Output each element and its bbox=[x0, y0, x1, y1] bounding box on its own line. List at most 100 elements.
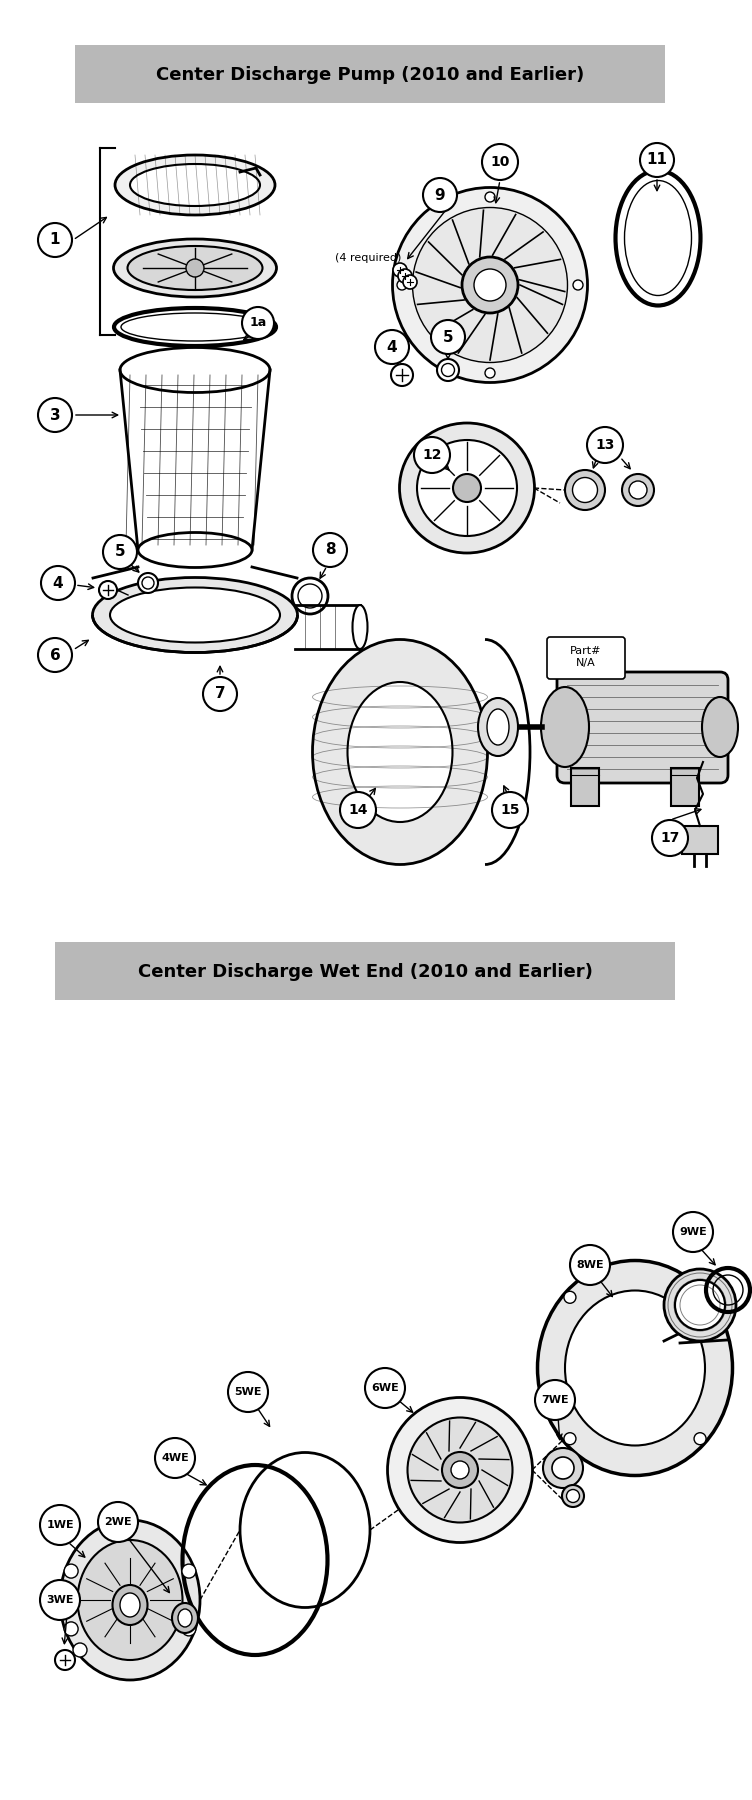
Circle shape bbox=[403, 275, 417, 290]
Circle shape bbox=[474, 268, 506, 301]
Circle shape bbox=[485, 367, 495, 378]
Circle shape bbox=[694, 1291, 706, 1303]
Circle shape bbox=[365, 1368, 405, 1408]
Circle shape bbox=[462, 257, 518, 313]
Ellipse shape bbox=[566, 1490, 580, 1503]
Text: 4: 4 bbox=[387, 340, 397, 355]
Ellipse shape bbox=[487, 709, 509, 745]
Circle shape bbox=[485, 193, 495, 202]
Text: 9WE: 9WE bbox=[679, 1228, 707, 1237]
Text: 14: 14 bbox=[348, 803, 368, 817]
Ellipse shape bbox=[552, 1456, 574, 1480]
Text: 12: 12 bbox=[423, 448, 441, 463]
Text: 6WE: 6WE bbox=[371, 1382, 399, 1393]
Circle shape bbox=[397, 281, 407, 290]
Text: (4 required): (4 required) bbox=[335, 254, 401, 263]
Ellipse shape bbox=[538, 1260, 732, 1476]
Circle shape bbox=[564, 1433, 576, 1445]
Circle shape bbox=[573, 281, 583, 290]
Ellipse shape bbox=[60, 1519, 200, 1679]
Circle shape bbox=[694, 1433, 706, 1445]
Circle shape bbox=[375, 329, 409, 364]
Ellipse shape bbox=[178, 1609, 192, 1627]
Ellipse shape bbox=[138, 572, 158, 592]
Ellipse shape bbox=[114, 239, 277, 297]
Text: Center Discharge Pump (2010 and Earlier): Center Discharge Pump (2010 and Earlier) bbox=[156, 67, 584, 85]
Text: 4WE: 4WE bbox=[161, 1453, 189, 1463]
Text: 11: 11 bbox=[647, 153, 668, 167]
Circle shape bbox=[453, 473, 481, 502]
Ellipse shape bbox=[664, 1269, 736, 1341]
Ellipse shape bbox=[624, 180, 692, 295]
Circle shape bbox=[535, 1381, 575, 1420]
Text: 1a: 1a bbox=[250, 317, 267, 329]
Text: 5WE: 5WE bbox=[235, 1388, 262, 1397]
Circle shape bbox=[570, 1246, 610, 1285]
FancyBboxPatch shape bbox=[557, 671, 728, 783]
Circle shape bbox=[482, 144, 518, 180]
Ellipse shape bbox=[437, 358, 459, 382]
Text: Center Discharge Wet End (2010 and Earlier): Center Discharge Wet End (2010 and Earli… bbox=[138, 963, 593, 981]
Text: 7WE: 7WE bbox=[541, 1395, 569, 1406]
Text: 9: 9 bbox=[435, 187, 445, 203]
Circle shape bbox=[393, 263, 407, 277]
Circle shape bbox=[564, 1291, 576, 1303]
Ellipse shape bbox=[622, 473, 654, 506]
FancyBboxPatch shape bbox=[547, 637, 625, 679]
Ellipse shape bbox=[702, 697, 738, 758]
Circle shape bbox=[98, 1501, 138, 1543]
Ellipse shape bbox=[541, 688, 589, 767]
Circle shape bbox=[423, 178, 457, 212]
Text: 6: 6 bbox=[50, 648, 60, 662]
Ellipse shape bbox=[142, 578, 154, 589]
Circle shape bbox=[414, 437, 450, 473]
Ellipse shape bbox=[417, 439, 517, 536]
Ellipse shape bbox=[113, 1586, 147, 1625]
Ellipse shape bbox=[441, 364, 454, 376]
Ellipse shape bbox=[92, 578, 298, 653]
Circle shape bbox=[673, 1211, 713, 1253]
Text: 5: 5 bbox=[115, 544, 126, 560]
Ellipse shape bbox=[353, 605, 368, 650]
Text: 3WE: 3WE bbox=[47, 1595, 74, 1606]
Circle shape bbox=[431, 320, 465, 355]
Ellipse shape bbox=[565, 470, 605, 509]
Circle shape bbox=[99, 581, 117, 599]
Ellipse shape bbox=[629, 481, 647, 499]
Text: 15: 15 bbox=[500, 803, 520, 817]
Ellipse shape bbox=[347, 682, 453, 823]
Ellipse shape bbox=[408, 1418, 513, 1523]
Circle shape bbox=[242, 308, 274, 338]
Ellipse shape bbox=[130, 164, 260, 205]
FancyBboxPatch shape bbox=[682, 826, 718, 853]
FancyBboxPatch shape bbox=[75, 45, 665, 103]
Ellipse shape bbox=[615, 171, 701, 306]
Circle shape bbox=[40, 1580, 80, 1620]
Ellipse shape bbox=[413, 207, 568, 362]
Ellipse shape bbox=[399, 423, 535, 553]
Ellipse shape bbox=[77, 1541, 183, 1660]
Text: 10: 10 bbox=[490, 155, 510, 169]
Ellipse shape bbox=[565, 1291, 705, 1445]
Circle shape bbox=[398, 268, 412, 283]
Text: 17: 17 bbox=[660, 832, 680, 844]
Circle shape bbox=[103, 535, 137, 569]
Circle shape bbox=[55, 1651, 75, 1670]
Text: 5: 5 bbox=[443, 329, 453, 344]
Circle shape bbox=[340, 792, 376, 828]
FancyBboxPatch shape bbox=[571, 769, 599, 806]
Circle shape bbox=[640, 142, 674, 176]
Text: 13: 13 bbox=[596, 437, 614, 452]
Text: 2WE: 2WE bbox=[105, 1517, 132, 1526]
Text: 3: 3 bbox=[50, 407, 60, 423]
Ellipse shape bbox=[120, 347, 270, 392]
Text: 8WE: 8WE bbox=[576, 1260, 604, 1271]
Text: 8: 8 bbox=[325, 542, 335, 558]
Text: 1: 1 bbox=[50, 232, 60, 247]
Ellipse shape bbox=[172, 1604, 198, 1633]
Ellipse shape bbox=[120, 1593, 140, 1616]
FancyBboxPatch shape bbox=[55, 941, 675, 1001]
Circle shape bbox=[41, 565, 75, 599]
Circle shape bbox=[587, 427, 623, 463]
Ellipse shape bbox=[115, 155, 275, 214]
